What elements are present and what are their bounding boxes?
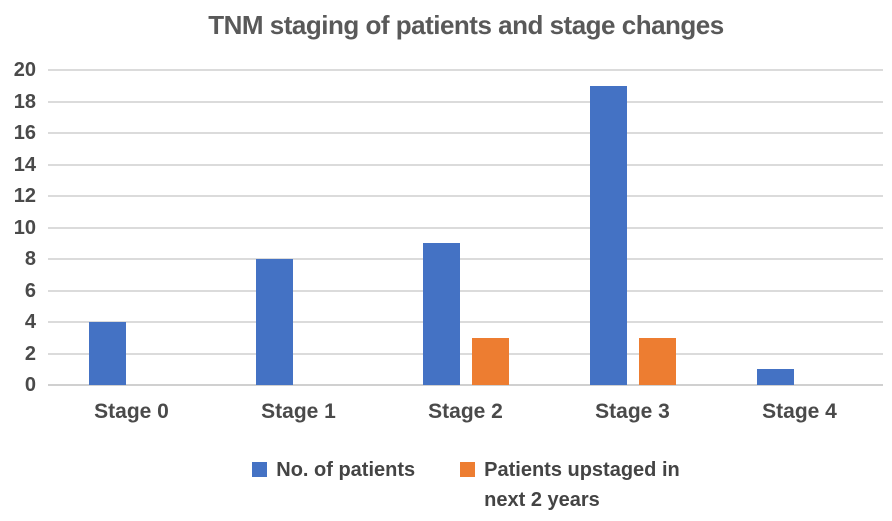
bar-group-stage-0 bbox=[48, 70, 215, 385]
gridline bbox=[48, 163, 883, 166]
y-tick-label: 2 bbox=[24, 342, 36, 365]
gridline bbox=[48, 352, 883, 355]
gridline bbox=[48, 321, 883, 323]
x-axis-label-stage-4: Stage 4 bbox=[762, 400, 837, 423]
legend-item-patients-upstaged-in: Patients upstaged in next 2 years bbox=[460, 455, 680, 515]
bar-no-of-patients-stage-3 bbox=[589, 85, 627, 385]
x-axis: Stage 0 Stage 1 Stage 2 Stage 3 Stage 4 bbox=[48, 400, 883, 424]
bar-no-of-patients-stage-1 bbox=[255, 259, 293, 385]
gridline bbox=[48, 69, 883, 71]
gridline bbox=[48, 289, 883, 292]
y-tick-label: 6 bbox=[24, 279, 36, 302]
legend: No. of patients Patients upstaged in next… bbox=[40, 455, 892, 515]
bar-group-stage-4 bbox=[716, 70, 883, 385]
gridline bbox=[48, 132, 883, 134]
chart-title: TNM staging of patients and stage change… bbox=[208, 10, 724, 40]
x-axis-label-stage-0: Stage 0 bbox=[94, 400, 169, 423]
gridline bbox=[48, 226, 883, 229]
legend-label: Patients upstaged in next 2 years bbox=[484, 459, 680, 511]
x-axis-label-stage-1: Stage 1 bbox=[261, 400, 336, 423]
bar-patients-upstaged-in-next-2-years-stage-2 bbox=[471, 337, 509, 385]
gridline bbox=[48, 195, 883, 197]
y-tick-label: 18 bbox=[13, 90, 36, 113]
legend-swatch-icon bbox=[252, 462, 268, 477]
gridline bbox=[48, 384, 883, 386]
x-axis-label-stage-2: Stage 2 bbox=[428, 400, 503, 423]
bar-group-stage-2 bbox=[382, 70, 549, 385]
y-tick-label: 14 bbox=[13, 153, 36, 176]
bar-group-stage-3 bbox=[549, 70, 716, 385]
gridline bbox=[48, 100, 883, 103]
y-tick-label: 8 bbox=[24, 248, 36, 270]
bar-no-of-patients-stage-4 bbox=[756, 369, 794, 385]
y-tick-label: 12 bbox=[13, 185, 36, 207]
gridline bbox=[48, 258, 883, 260]
y-tick-label: 4 bbox=[24, 311, 36, 333]
y-tick-label: 0 bbox=[24, 374, 36, 396]
bar-patients-upstaged-in-next-2-years-stage-3 bbox=[638, 337, 676, 385]
y-tick-label: 10 bbox=[13, 216, 36, 239]
bar-no-of-patients-stage-2 bbox=[422, 243, 460, 385]
x-axis-label-stage-3: Stage 3 bbox=[595, 400, 670, 423]
legend-swatch-icon bbox=[460, 462, 476, 477]
bar-group-stage-1 bbox=[215, 70, 382, 385]
plot-area bbox=[48, 69, 883, 386]
legend-label: No. of patients bbox=[276, 459, 416, 481]
y-tick-label: 20 bbox=[13, 59, 36, 81]
bar-no-of-patients-stage-0 bbox=[88, 322, 126, 385]
legend-item-no-of-patients: No. of patients bbox=[252, 455, 415, 485]
y-tick-label: 16 bbox=[13, 122, 36, 144]
